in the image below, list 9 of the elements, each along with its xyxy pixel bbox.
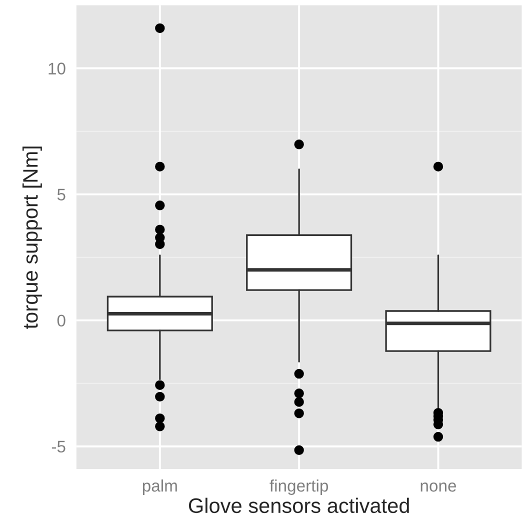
x-tick-label: fingertip — [270, 479, 328, 495]
y-tick-label: -5 — [52, 440, 66, 453]
x-tick-label: none — [420, 482, 456, 492]
y-tick-label: 10 — [48, 62, 66, 74]
y-tick-label: 0 — [57, 314, 66, 327]
y-tick-label: 5 — [57, 188, 66, 201]
y-axis-title: torque support [Nm] — [22, 146, 42, 329]
x-axis-title: Glove sensors activated — [188, 498, 409, 514]
x-tick-label: palm — [142, 479, 177, 495]
